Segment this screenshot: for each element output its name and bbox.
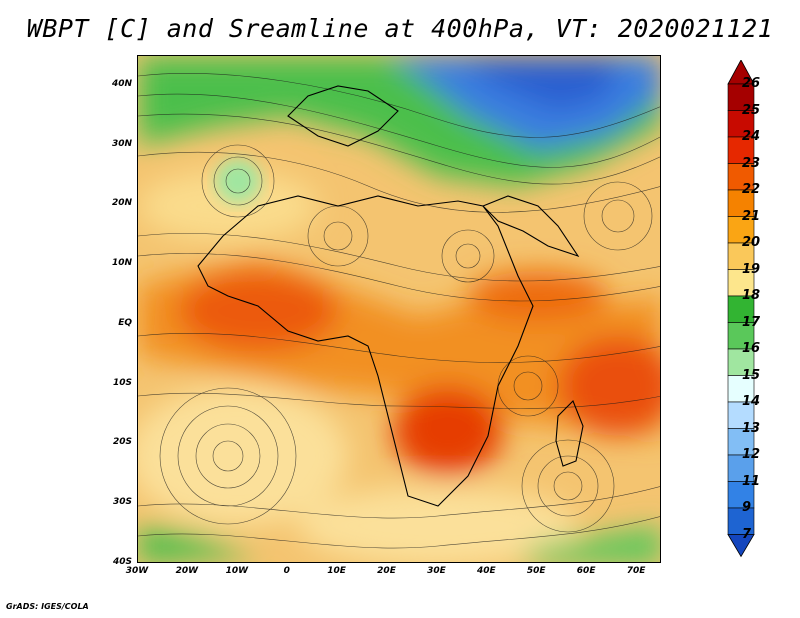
- colorbar-level-label: 20: [742, 235, 761, 250]
- map-panel: [137, 55, 661, 563]
- colorbar-swatch: [727, 189, 755, 217]
- streamlines: [138, 73, 660, 549]
- grads-credit: GrADS: IGES/COLA: [6, 602, 89, 611]
- lat-tick-label: 40N: [111, 78, 132, 89]
- lat-tick-label: 20N: [111, 198, 132, 209]
- colorbar-level-label: 7: [742, 526, 752, 542]
- lon-tick-label: 30E: [427, 566, 446, 576]
- wbpt-pale-3: [298, 486, 578, 562]
- wbpt-cyclone-core: [216, 159, 260, 203]
- wbpt-red-south: [393, 386, 503, 476]
- colorbar-swatch: [727, 401, 755, 429]
- lon-tick-label: 50E: [526, 566, 546, 576]
- lat-tick-label: 20S: [112, 437, 132, 448]
- lat-tick-label: 40S: [112, 557, 132, 567]
- colorbar-level-label: 18: [742, 288, 761, 303]
- colorbar-swatch: [727, 242, 755, 270]
- colorbar-level-label: 21: [742, 208, 761, 224]
- lon-tick-label: 20W: [175, 566, 199, 576]
- lon-tick-label: 60E: [576, 566, 596, 576]
- lat-tick-label: 10N: [111, 258, 132, 269]
- colorbar-level-label: 13: [742, 420, 761, 436]
- lat-tick-label: 10S: [112, 377, 132, 388]
- colorbar-swatch: [727, 269, 755, 297]
- lon-tick-label: 0: [283, 566, 290, 576]
- colorbar-level-label: 14: [742, 394, 761, 409]
- wbpt-green-se: [520, 526, 660, 562]
- colorbar-level-label: 23: [742, 155, 761, 171]
- wbpt-red-east: [558, 336, 660, 436]
- lon-tick-label: 20E: [377, 566, 396, 576]
- lat-tick-label: 30N: [111, 138, 132, 149]
- lon-tick-label: 10E: [327, 566, 346, 576]
- colorbar-bottom-arrow: [727, 534, 755, 558]
- wbpt-red-ne: [468, 271, 608, 321]
- colorbar-swatch: [727, 110, 755, 138]
- coastlines: [197, 85, 584, 507]
- colorbar-level-label: 15: [742, 367, 761, 383]
- colorbar-level-label: 11: [742, 473, 761, 489]
- colorbar-swatch: [727, 216, 755, 244]
- colorbar-level-label: 9: [742, 500, 752, 515]
- colorbar-level-label: 16: [742, 341, 761, 356]
- map-title: WBPT [C] and Sreamline at 400hPa, VT: 20…: [26, 14, 774, 43]
- colorbar-level-label: 26: [742, 76, 761, 91]
- lat-tick-label: 30S: [112, 497, 132, 508]
- colorbar: [727, 60, 755, 558]
- lon-tick-label: 40E: [476, 566, 496, 576]
- colorbar-swatch: [727, 322, 755, 350]
- colorbar-swatch: [727, 375, 755, 403]
- colorbar-level-label: 12: [742, 447, 761, 462]
- lat-tick-label: EQ: [118, 317, 132, 328]
- colorbar-level-label: 24: [742, 129, 761, 144]
- colorbar-level-label: 17: [742, 314, 761, 330]
- colorbar-swatch: [727, 83, 755, 111]
- colorbar-swatch: [727, 481, 755, 509]
- lon-tick-label: 70E: [626, 566, 646, 576]
- wbpt-blue-core: [458, 56, 618, 111]
- colorbar-level-label: 22: [742, 182, 761, 197]
- colorbar-swatch: [727, 428, 755, 456]
- colorbar-swatch: [727, 136, 755, 164]
- lon-tick-label: 30W: [125, 566, 149, 576]
- colorbar-level-label: 19: [742, 261, 761, 277]
- wbpt-green-sw: [138, 526, 258, 562]
- wbpt-red-west: [178, 271, 338, 351]
- colorbar-swatch: [727, 163, 755, 191]
- map-field: [138, 56, 660, 562]
- colorbar-level-label: 25: [742, 102, 761, 118]
- lon-tick-label: 10W: [225, 566, 249, 576]
